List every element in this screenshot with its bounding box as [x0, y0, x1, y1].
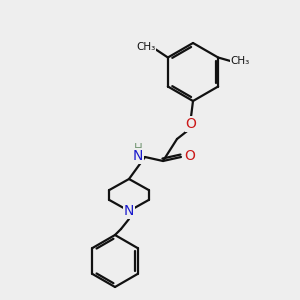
Text: O: O [186, 117, 196, 131]
Text: N: N [133, 149, 143, 163]
Text: CH₃: CH₃ [230, 56, 250, 67]
Text: H: H [134, 142, 142, 155]
Text: N: N [124, 204, 134, 218]
Text: CH₃: CH₃ [136, 43, 155, 52]
Text: O: O [184, 149, 195, 163]
